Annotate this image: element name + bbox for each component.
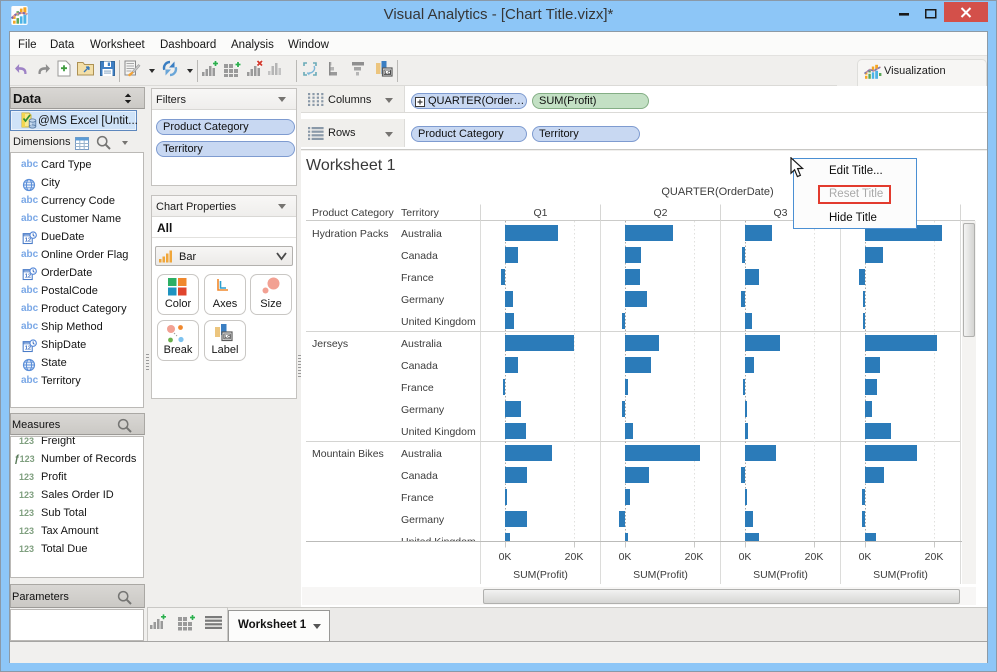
svg-text:SUM(Profit): SUM(Profit): [873, 569, 928, 581]
svg-text:12: 12: [25, 237, 31, 243]
svg-text:Australia: Australia: [401, 338, 442, 350]
svg-text:12: 12: [25, 345, 31, 351]
svg-text:Canada: Canada: [401, 360, 438, 372]
svg-text:France: France: [401, 272, 434, 284]
svg-text:12: 12: [25, 273, 31, 279]
svg-text:France: France: [401, 382, 434, 394]
svg-text:SUM(Profit): SUM(Profit): [513, 569, 568, 581]
svg-text:SUM(Profit): SUM(Profit): [633, 569, 688, 581]
svg-text:LO: LO: [225, 334, 232, 339]
svg-text:Australia: Australia: [401, 228, 442, 240]
svg-text:Q3: Q3: [773, 207, 787, 219]
svg-text:United Kingdom: United Kingdom: [401, 316, 476, 328]
svg-text:LO: LO: [385, 70, 392, 75]
svg-text:0K: 0K: [859, 551, 872, 563]
svg-text:United Kingdom: United Kingdom: [401, 536, 476, 548]
svg-text:Q1: Q1: [533, 207, 547, 219]
svg-text:Germany: Germany: [401, 294, 445, 306]
svg-text:SUM(Profit): SUM(Profit): [753, 569, 808, 581]
svg-text:0K: 0K: [739, 551, 752, 563]
svg-text:Hydration Packs: Hydration Packs: [312, 228, 388, 240]
svg-text:Jerseys: Jerseys: [312, 338, 348, 350]
svg-text:Germany: Germany: [401, 514, 445, 526]
svg-text:Mountain Bikes: Mountain Bikes: [312, 448, 384, 460]
svg-text:20K: 20K: [925, 551, 944, 563]
svg-text:United Kingdom: United Kingdom: [401, 426, 476, 438]
svg-text:France: France: [401, 492, 434, 504]
svg-text:0K: 0K: [619, 551, 632, 563]
svg-text:Q2: Q2: [653, 207, 667, 219]
svg-text:Australia: Australia: [401, 448, 442, 460]
svg-text:Germany: Germany: [401, 404, 445, 416]
svg-text:0K: 0K: [499, 551, 512, 563]
svg-text:Canada: Canada: [401, 250, 438, 262]
svg-text:20K: 20K: [565, 551, 584, 563]
svg-text:20K: 20K: [805, 551, 824, 563]
svg-text:Product Category: Product Category: [312, 207, 394, 219]
svg-text:QUARTER(OrderDate): QUARTER(OrderDate): [661, 186, 773, 198]
svg-text:Canada: Canada: [401, 470, 438, 482]
svg-text:Territory: Territory: [401, 207, 440, 219]
svg-text:20K: 20K: [685, 551, 704, 563]
